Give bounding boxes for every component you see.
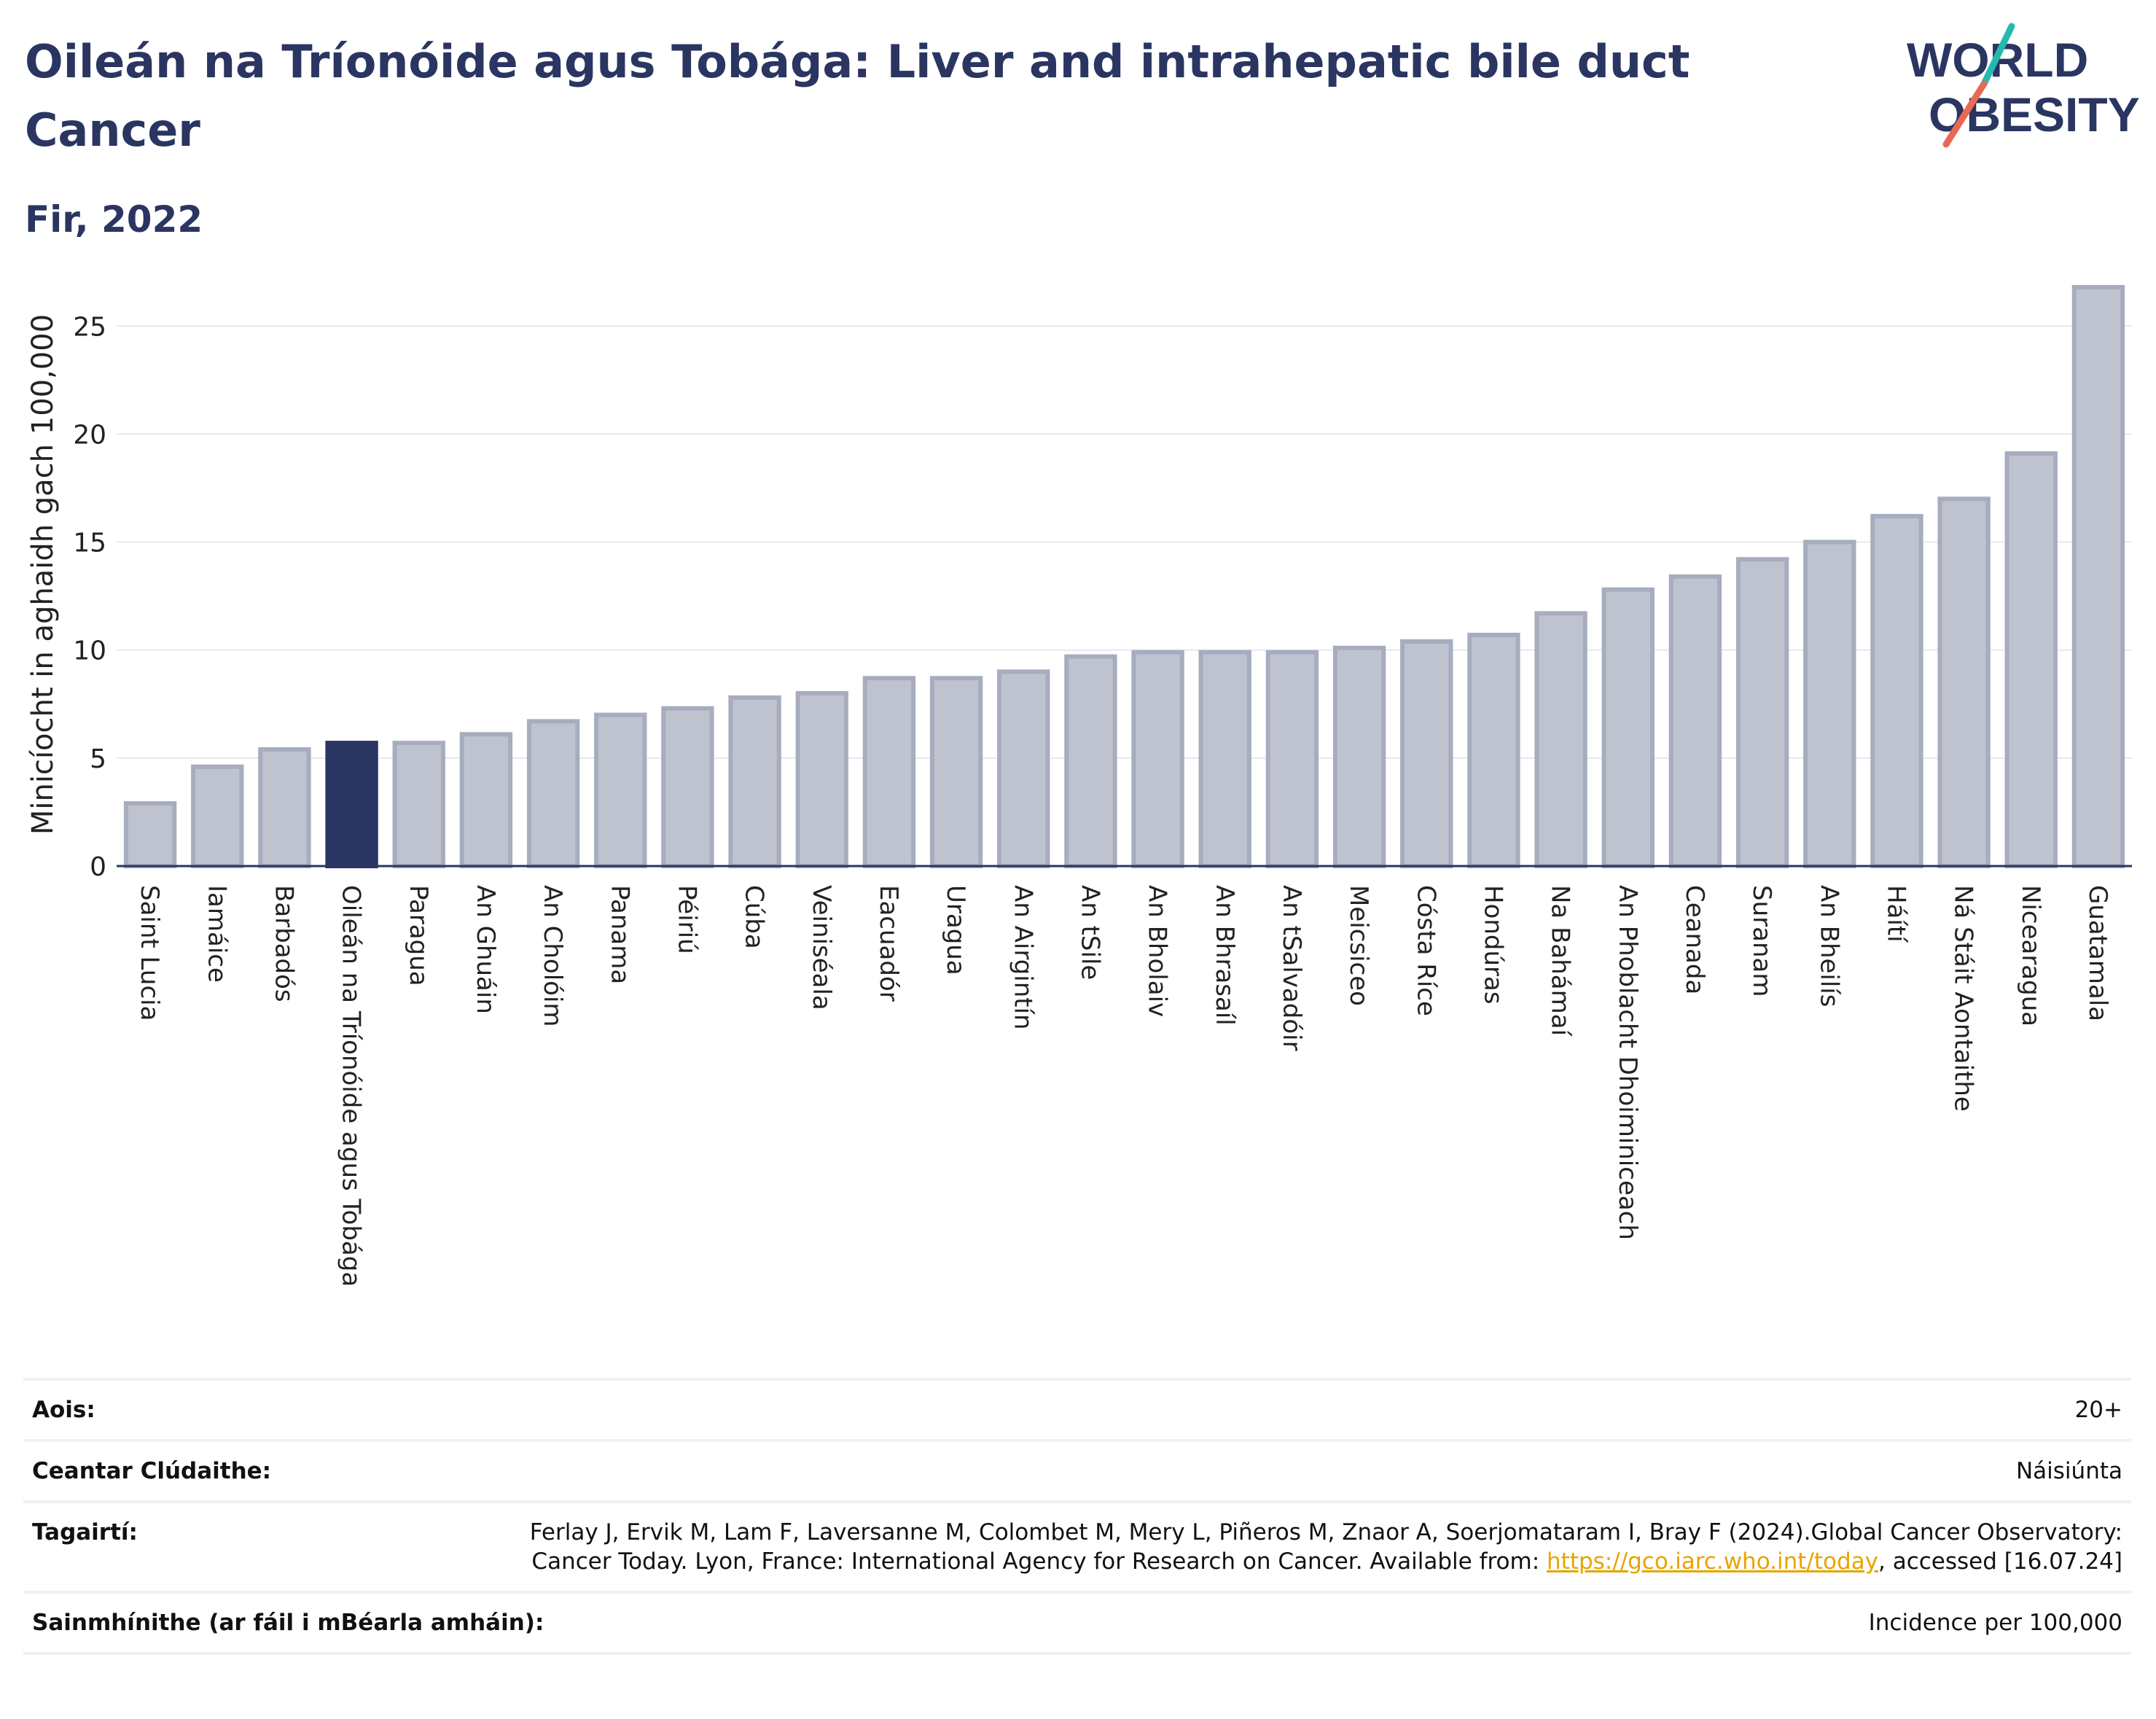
x-tick-label: Meicsiceo (1344, 885, 1373, 1006)
footer-row-area: Ceantar Clúdaithe: Náisiúnta (23, 1439, 2131, 1500)
logo-slash-teal (1980, 23, 2015, 87)
area-value: Náisiúnta (2015, 1458, 2122, 1484)
x-tick-label: Háítí (1881, 885, 1910, 943)
x-tick-label: Eacuadór (874, 885, 903, 1002)
age-label: Aois: (32, 1397, 95, 1423)
x-tick-label: An Bhrasaíl (1210, 885, 1239, 1026)
chart-title: Oileán na Tríonóide agus Tobága: Liver a… (25, 35, 1690, 157)
bar (1265, 650, 1319, 869)
x-tick-label: Guatamala (2083, 885, 2112, 1021)
bar (1198, 650, 1251, 869)
x-tick-label: An tSalvadóir (1277, 885, 1306, 1051)
area-label: Ceantar Clúdaithe: (32, 1458, 272, 1484)
bar (594, 712, 647, 868)
footer-table: Aois: 20+ Ceantar Clúdaithe: Náisiúnta T… (23, 1378, 2131, 1655)
definitions-value: Incidence per 100,000 (1868, 1610, 2122, 1636)
y-tick-label: 5 (90, 744, 106, 774)
x-tick-label: Veiniséala (807, 885, 836, 1010)
bar (526, 719, 580, 869)
bars (123, 284, 2125, 869)
x-tick-label: An Phoblacht Dhoiminiceach (1613, 885, 1642, 1240)
world-obesity-logo: WORLD OBESITY (1907, 23, 2140, 148)
y-tick-label: 0 (90, 852, 106, 882)
bar (929, 676, 983, 868)
references-link[interactable]: https://gco.iarc.who.int/today (1547, 1548, 1878, 1575)
age-value: 20+ (2074, 1397, 2122, 1423)
bar (1534, 611, 1587, 868)
bar (258, 747, 311, 868)
references-tail: , accessed [16.07.24] (1878, 1548, 2122, 1575)
x-tick-label: An tSile (1075, 885, 1104, 980)
bar (728, 695, 781, 869)
x-tick-label: Iamáice (202, 885, 231, 983)
bar (1870, 514, 1923, 868)
y-tick-label: 25 (73, 312, 106, 342)
y-tick-label: 20 (73, 420, 106, 450)
references-value: Ferlay J, Ervik M, Lam F, Laversanne M, … (519, 1518, 2122, 1576)
bar (1601, 587, 1655, 868)
bar (1131, 650, 1184, 869)
bar (123, 801, 177, 869)
bar (661, 706, 714, 868)
bar (1332, 645, 1386, 868)
x-tick-label: An Ghuáin (471, 885, 500, 1014)
x-tick-labels: Saint Lucia Iamáice Barbadós Oileán na Trío… (135, 885, 2112, 1287)
references-label: Tagairtí: (32, 1519, 138, 1545)
bar (1467, 632, 1520, 868)
x-tick-label: An Airgintín (1008, 885, 1037, 1030)
bar (1064, 654, 1117, 868)
bar (459, 732, 513, 869)
x-tick-label: Cósta Ríce (1411, 885, 1440, 1016)
references-text: Ferlay J, Ervik M, Lam F, Laversanne M, … (529, 1519, 2122, 1575)
footer-row-references: Tagairtí: Ferlay J, Ervik M, Lam F, Lave… (23, 1500, 2131, 1591)
x-tick-label: Hondúras (1478, 885, 1507, 1005)
x-tick-label: Cúba (740, 885, 769, 949)
footer-row-age: Aois: 20+ (23, 1378, 2131, 1439)
bar (1803, 539, 1856, 868)
bar (392, 741, 445, 868)
y-tick-label: 15 (73, 529, 106, 558)
x-tick-label: Panama (605, 885, 634, 984)
bar (325, 741, 378, 868)
y-axis-label: Minicíocht in aghaidh gach 100,000 (26, 314, 60, 835)
x-tick-label: Nicearagua (2016, 885, 2045, 1026)
bar (191, 764, 244, 869)
bar (997, 669, 1050, 868)
x-tick-label: Barbadós (269, 885, 298, 1002)
x-tick-label: Paragua (404, 885, 433, 986)
bar (1735, 557, 1789, 869)
x-tick-label: Oileán na Tríonóide agus Tobága (337, 885, 366, 1287)
bar (1668, 574, 1722, 868)
logo-slash-coral (1942, 80, 1988, 148)
x-tick-label: An Cholóim (538, 885, 567, 1027)
bar (2071, 284, 2125, 869)
x-tick-label: Uragua (941, 885, 970, 975)
y-tick-label: 10 (73, 636, 106, 666)
x-tick-label: Ceanada (1680, 885, 1709, 994)
bar (862, 676, 916, 868)
bar (1937, 496, 1991, 869)
x-tick-label: Ná Stáit Aontaithe (1949, 885, 1978, 1112)
x-tick-label: Péiriú (672, 885, 701, 954)
gridlines (117, 325, 2132, 759)
x-tick-label: Suranam (1747, 885, 1776, 997)
bar (2004, 451, 2058, 868)
bar (1400, 639, 1453, 869)
x-tick-label: Na Bahámaí (1546, 885, 1575, 1037)
bar-chart: 0 5 10 15 20 25 Saint Lucia Iamáice Barbadós Oil… (26, 284, 2132, 1287)
footer-row-definitions: Sainmhínithe (ar fáil i mBéarla amháin):… (23, 1591, 2131, 1655)
bar (795, 690, 848, 868)
x-tick-label: An Bholaiv (1143, 885, 1172, 1017)
chart-subtitle: Fir, 2022 (25, 198, 203, 241)
definitions-label: Sainmhínithe (ar fáil i mBéarla amháin): (32, 1610, 544, 1636)
y-tick-labels: 0 5 10 15 20 25 (73, 312, 106, 882)
x-tick-label: Saint Lucia (135, 885, 164, 1021)
x-tick-label: An Bheilís (1814, 885, 1843, 1007)
